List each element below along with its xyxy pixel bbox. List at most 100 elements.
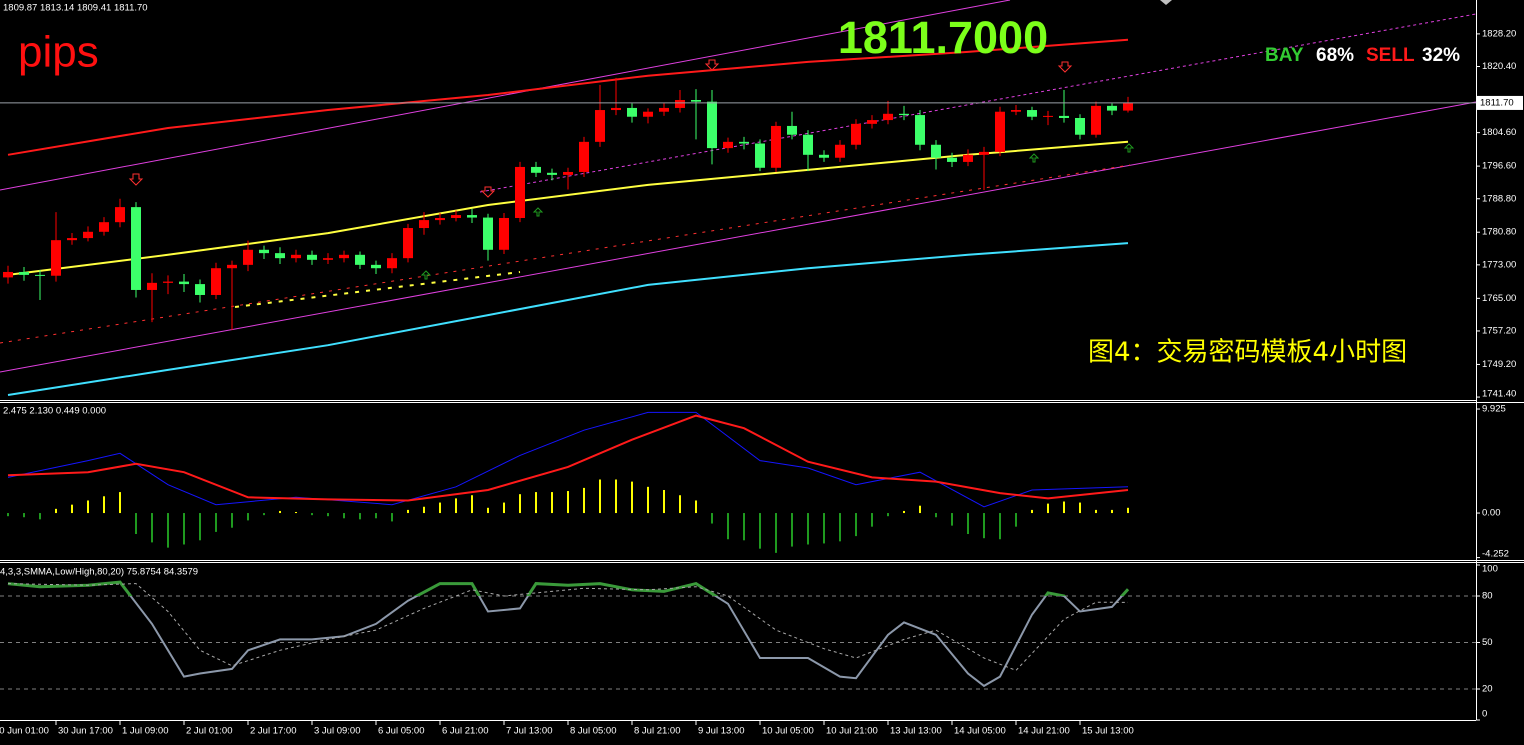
candle-body [291, 254, 301, 259]
histogram-bar [295, 511, 297, 514]
histogram-bar [519, 494, 521, 514]
macd-line [7, 414, 1129, 502]
scroll-marker [1160, 0, 1172, 5]
histogram-bar [391, 513, 393, 522]
candle-body [339, 254, 349, 259]
histogram-bar [695, 500, 697, 514]
candle-body [627, 107, 637, 117]
candle-body [163, 281, 173, 283]
histogram-bar [983, 513, 985, 539]
watermark: pips [18, 28, 99, 77]
x-tick-label: 8 Jul 05:00 [570, 726, 616, 737]
x-tick-label: 6 Jul 21:00 [442, 726, 488, 737]
histogram-bar [727, 513, 729, 540]
histogram-bar [967, 513, 969, 535]
candle-body [675, 100, 685, 108]
caption: 图4：交易密码模板4小时图 [1088, 338, 1407, 368]
x-tick-label: 10 Jul 21:00 [826, 726, 878, 737]
histogram-bar [183, 513, 185, 545]
y-tick-label: -4.252 [1482, 549, 1509, 560]
x-tick-label: 1 Jul 09:00 [122, 726, 168, 737]
buy-label: BAY [1265, 45, 1304, 66]
indicator-line [7, 242, 1129, 396]
histogram-bar [375, 513, 377, 519]
histogram-bar [839, 513, 841, 542]
histogram-bar [663, 489, 665, 514]
candle-body [99, 222, 109, 232]
histogram-bar [759, 513, 761, 549]
histogram-bar [871, 513, 873, 527]
fractal-arrows-up [420, 143, 1135, 280]
x-tick-label: 9 Jul 13:00 [698, 726, 744, 737]
histogram-bar [135, 513, 137, 535]
candle-body [371, 264, 381, 269]
y-tick-label: 1765.00 [1482, 293, 1516, 304]
histogram-bar [455, 498, 457, 514]
histogram-bar [119, 492, 121, 514]
histogram-bar [7, 513, 9, 517]
candle-body [403, 228, 413, 259]
macd-header: 2.475 2.130 0.449 0.000 [3, 406, 106, 417]
candle-body [499, 217, 509, 250]
candle-body [931, 144, 941, 158]
histogram-bar [535, 492, 537, 514]
candle-body [1043, 115, 1053, 117]
channel-upper [0, 0, 1011, 191]
candle-body [771, 125, 781, 168]
y-tick-label: 1788.80 [1482, 193, 1516, 204]
histogram-bar [279, 510, 281, 514]
histogram-bar [503, 502, 505, 514]
histogram-bar [631, 481, 633, 514]
candle-body [1091, 105, 1101, 135]
candle-body [355, 254, 365, 265]
x-tick-label: 2 Jul 17:00 [250, 726, 296, 737]
candle-body [35, 274, 45, 276]
candle-body [835, 144, 845, 158]
histogram-bar [407, 509, 409, 514]
histogram-bar [615, 479, 617, 514]
candle-body [643, 111, 653, 117]
candle-body [947, 157, 957, 162]
histogram-bar [151, 513, 153, 543]
histogram-bar [23, 513, 25, 518]
fractal-up [420, 270, 432, 280]
candle-body [227, 264, 237, 269]
channel-lower [0, 101, 1476, 373]
candle-body [131, 207, 141, 290]
histogram-bar [567, 491, 569, 514]
candle-body [419, 220, 429, 229]
x-tick-label: 3 Jul 09:00 [314, 726, 360, 737]
histogram-bar [1063, 501, 1065, 514]
x-tick-label: 30 Jun 01:00 [0, 726, 49, 737]
histogram-bar [583, 487, 585, 514]
candle-body [515, 166, 525, 218]
candle-body [787, 125, 797, 135]
histogram-bar [343, 513, 345, 519]
histogram-bar [935, 513, 937, 518]
indicator-line [7, 140, 1129, 276]
candle-body [259, 249, 269, 254]
histogram-bar [215, 513, 217, 532]
histogram-bar [823, 513, 825, 544]
histogram-bar [471, 495, 473, 514]
x-tick-label: 15 Jul 13:00 [1082, 726, 1134, 737]
histogram-bar [247, 513, 249, 521]
trend-dotted [0, 164, 1131, 344]
candle-body [451, 215, 461, 218]
stochastic-header: 4,3,3,SMMA,Low/High,80,20) 75.8754 84.35… [0, 567, 198, 578]
histogram-bar [1015, 513, 1017, 527]
y-tick-label: 9.925 [1482, 404, 1506, 415]
fractal-up [1123, 143, 1135, 153]
candle-body [1059, 115, 1069, 118]
candle-body [531, 166, 541, 173]
histogram-bar [1111, 509, 1113, 514]
panel-candlestick [0, 38, 1476, 396]
candle-body [739, 141, 749, 144]
candle-body [211, 268, 221, 295]
candle-body [659, 107, 669, 112]
fractal-arrows [128, 59, 1073, 198]
histogram-bar [1079, 502, 1081, 514]
histogram-bar [999, 513, 1001, 540]
